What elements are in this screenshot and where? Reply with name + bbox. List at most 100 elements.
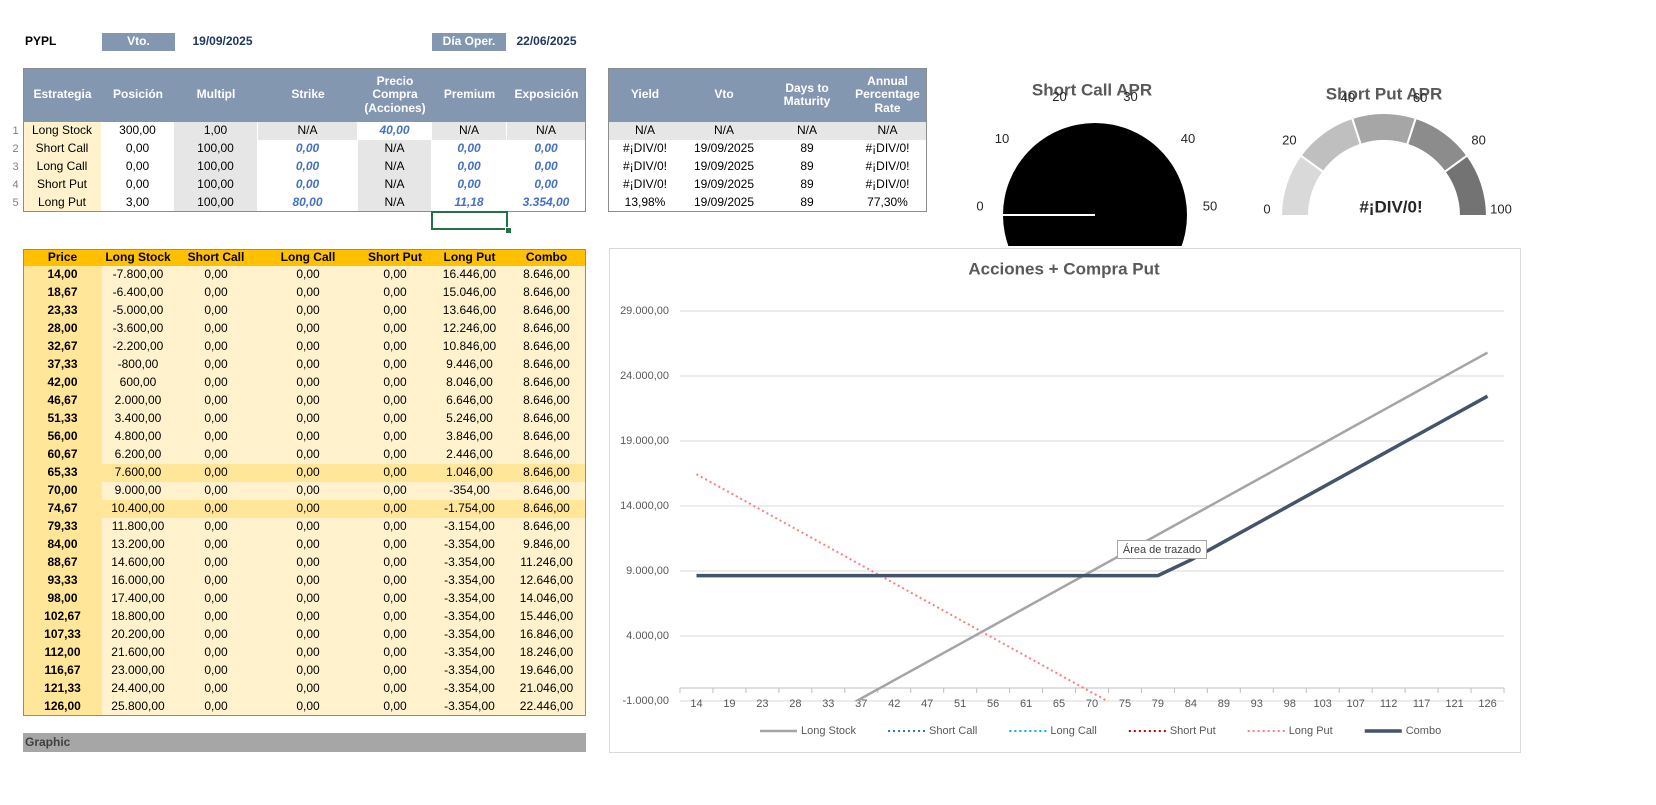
table-cell: 13.646,00	[432, 302, 507, 320]
gauge-tick-label: 10	[995, 131, 1009, 146]
row-number: 3	[12, 160, 19, 173]
table-cell: 10.846,00	[432, 338, 507, 356]
table-cell: 0,00	[174, 482, 258, 500]
table-cell: N/A	[358, 176, 432, 194]
table-cell: 126,00	[23, 698, 102, 716]
gauge-tick-label: 100	[1490, 201, 1512, 216]
table-cell: 0,00	[358, 374, 432, 392]
table-cell: 0,00	[358, 644, 432, 662]
table-cell: 0,00	[258, 518, 358, 536]
table-cell: -1.754,00	[432, 500, 507, 518]
x-tick-label: 23	[756, 698, 768, 710]
table-cell: 70,00	[23, 482, 102, 500]
column-header: Multipl	[174, 68, 258, 122]
table-cell: 0,00	[102, 158, 174, 176]
table-cell: 0,00	[258, 374, 358, 392]
table-cell: 14.046,00	[507, 590, 586, 608]
y-tick-label: 14.000,00	[620, 500, 669, 512]
x-tick-label: 107	[1347, 698, 1365, 710]
table-cell: 19/09/2025	[693, 141, 755, 156]
table-cell: 89	[800, 195, 814, 210]
column-header: Yield	[608, 68, 682, 122]
table-cell: 0,00	[358, 320, 432, 338]
table-cell: #¡DIV/0!	[865, 141, 910, 156]
table-cell: 0,00	[258, 536, 358, 554]
table-cell: 0,00	[174, 662, 258, 680]
graphic-row	[23, 733, 586, 752]
table-cell: 0,00	[258, 140, 358, 158]
table-cell: #¡DIV/0!	[865, 177, 910, 192]
table-cell: N/A	[358, 140, 432, 158]
table-cell: 0,00	[174, 518, 258, 536]
gauge-tick-label: 50	[1203, 198, 1217, 213]
table-cell: -3.354,00	[432, 554, 507, 572]
table-cell: 98,00	[23, 590, 102, 608]
table-cell: Long Call	[23, 158, 102, 176]
vto-label: Vto.	[102, 33, 175, 51]
gauge-segment	[1350, 112, 1418, 146]
table-cell: -3.354,00	[432, 572, 507, 590]
strategy-table	[23, 68, 586, 212]
table-cell: 0,00	[432, 158, 507, 176]
table-cell: 0,00	[174, 500, 258, 518]
table-cell: -3.154,00	[432, 518, 507, 536]
table-cell: 8.646,00	[507, 410, 586, 428]
table-cell: -3.354,00	[432, 644, 507, 662]
x-tick-label: 103	[1314, 698, 1332, 710]
table-cell: 0,00	[432, 176, 507, 194]
table-cell: 0,00	[174, 266, 258, 284]
table-cell: 0,00	[174, 392, 258, 410]
table-cell: 0,00	[258, 284, 358, 302]
table-cell: 18.800,00	[102, 608, 174, 626]
x-tick-label: 70	[1086, 698, 1098, 710]
table-cell: 600,00	[102, 374, 174, 392]
table-cell: 19/09/2025	[693, 195, 755, 210]
table-cell: 3.400,00	[102, 410, 174, 428]
table-cell: -3.354,00	[432, 698, 507, 716]
table-cell: Long Stock	[23, 122, 102, 140]
table-cell: 89	[800, 177, 814, 192]
x-tick-label: 93	[1251, 698, 1263, 710]
table-cell: 0,00	[358, 266, 432, 284]
table-cell: 0,00	[358, 356, 432, 374]
row-number: 5	[12, 196, 19, 209]
table-cell: 40,00	[358, 122, 432, 140]
table-cell: 0,00	[358, 302, 432, 320]
table-cell: 0,00	[258, 590, 358, 608]
gauge-value: #¡DIV/0!	[1359, 197, 1422, 216]
selected-cell[interactable]	[431, 211, 508, 230]
table-cell: 22.446,00	[507, 698, 586, 716]
table-cell: 1.046,00	[432, 464, 507, 482]
table-cell: 9.846,00	[507, 536, 586, 554]
table-cell: 0,00	[174, 428, 258, 446]
table-cell: 0,00	[358, 482, 432, 500]
table-cell: 0,00	[358, 662, 432, 680]
table-cell: 8.646,00	[507, 320, 586, 338]
table-cell: 8.646,00	[507, 356, 586, 374]
graphic-label: Graphic	[25, 734, 71, 749]
x-tick-label: 89	[1218, 698, 1230, 710]
table-cell: -7.800,00	[102, 266, 174, 284]
table-cell: #¡DIV/0!	[865, 159, 910, 174]
column-header: Combo	[507, 249, 586, 266]
table-cell: 8.646,00	[507, 374, 586, 392]
fill-handle[interactable]	[505, 227, 512, 234]
series-line	[695, 473, 1110, 701]
table-cell: 21.600,00	[102, 644, 174, 662]
gauge-tick-label: 60	[1413, 90, 1427, 105]
table-cell: 88,67	[23, 554, 102, 572]
column-header: Short Put	[358, 249, 432, 266]
table-cell: 42,00	[23, 374, 102, 392]
table-cell: 2.000,00	[102, 392, 174, 410]
row-number: 4	[12, 178, 19, 191]
table-cell: 37,33	[23, 356, 102, 374]
table-cell: 25.800,00	[102, 698, 174, 716]
x-tick-label: 33	[822, 698, 834, 710]
table-cell: 0,00	[432, 140, 507, 158]
x-tick-label: 42	[888, 698, 900, 710]
table-cell: 8.646,00	[507, 392, 586, 410]
table-cell: -3.354,00	[432, 680, 507, 698]
table-cell: 0,00	[258, 644, 358, 662]
column-header: Premium	[432, 68, 507, 122]
